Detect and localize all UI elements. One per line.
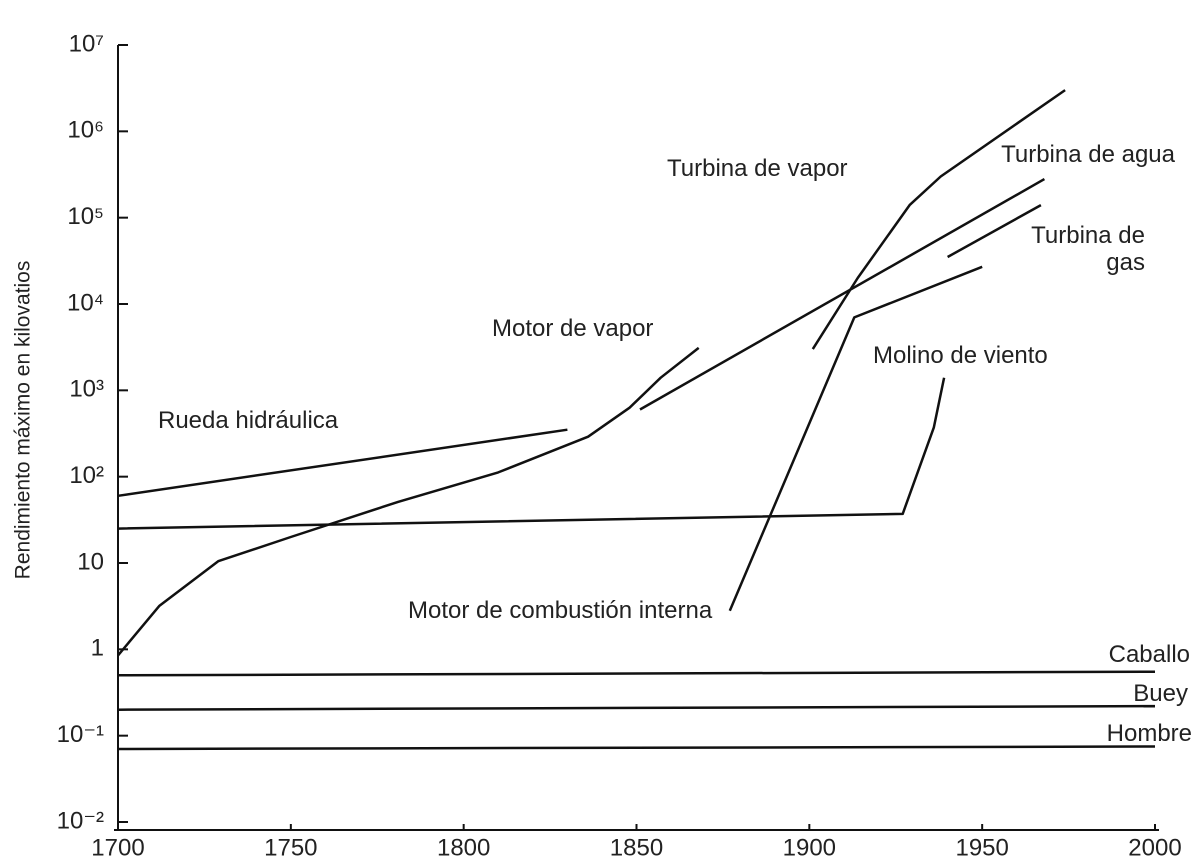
- y-tick-label: 10⁶: [67, 117, 104, 144]
- series-label: Turbina de agua: [1001, 141, 1175, 168]
- series-label: Rueda hidráulica: [158, 407, 339, 434]
- series-label: Caballo: [1108, 641, 1190, 668]
- series-line: [811, 89, 1066, 350]
- series-label: Buey: [1133, 680, 1188, 707]
- y-tick-label: 1: [91, 635, 104, 662]
- x-tick-label: 1750: [264, 834, 317, 861]
- y-tick-label: 10⁻¹: [57, 721, 104, 748]
- series-label: Hombre: [1106, 720, 1192, 747]
- y-tick-label: 10²: [69, 462, 104, 489]
- series-line: [117, 670, 1156, 677]
- series-label: Turbina de gas: [1031, 222, 1145, 276]
- series-line: [117, 346, 700, 657]
- series-line: [117, 745, 1156, 751]
- series-line: [639, 178, 1046, 411]
- series-line: [117, 704, 1156, 711]
- series-label: Motor de combustión interna: [408, 597, 713, 624]
- series-line: [946, 204, 1042, 259]
- y-tick-label: 10³: [69, 376, 104, 403]
- x-tick-label: 1900: [783, 834, 836, 861]
- x-tick-label: 1700: [91, 834, 144, 861]
- series-label: Motor de vapor: [492, 315, 654, 342]
- x-tick-label: 1850: [610, 834, 663, 861]
- series-line: [117, 377, 946, 530]
- y-tick-label: 10: [77, 548, 104, 575]
- x-tick-label: 1800: [437, 834, 490, 861]
- series-label: Turbina de vapor: [667, 155, 848, 182]
- y-tick-label: 10⁵: [67, 203, 104, 230]
- series-line: [117, 428, 568, 498]
- x-tick-label: 2000: [1128, 834, 1181, 861]
- x-tick-label: 1950: [955, 834, 1008, 861]
- series-label: Molino de viento: [873, 342, 1048, 369]
- y-axis-label: Rendimiento máximo en kilovatios: [12, 261, 35, 580]
- series-line: [728, 265, 983, 612]
- y-tick-label: 10⁻²: [57, 807, 104, 834]
- y-tick-label: 10⁷: [69, 30, 104, 57]
- y-tick-label: 10⁴: [67, 289, 104, 316]
